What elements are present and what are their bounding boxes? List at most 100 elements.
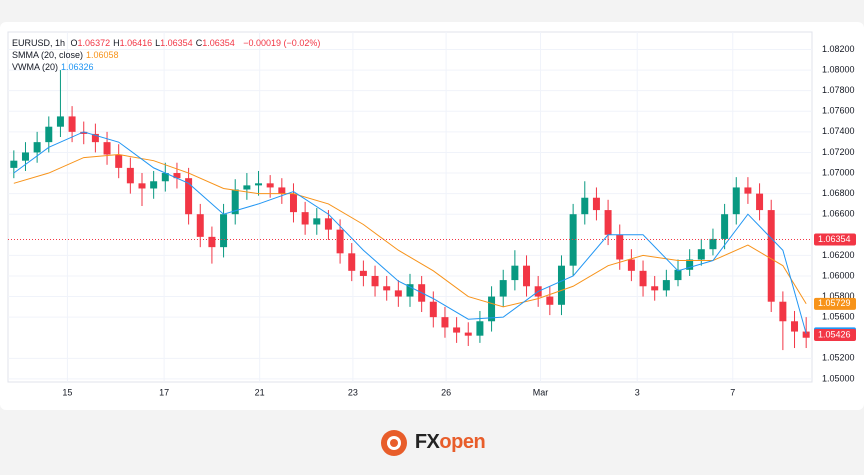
y-tick-label: 1.05600	[822, 312, 855, 322]
candle-body	[546, 296, 554, 305]
candle-body	[616, 234, 624, 260]
price-label-box	[814, 297, 856, 310]
y-tick-label: 1.07200	[822, 147, 855, 157]
x-tick-label: 26	[441, 387, 451, 397]
candle-body	[511, 265, 519, 281]
logo: FXopen	[414, 431, 486, 454]
x-tick-label: 3	[635, 387, 640, 397]
candle-body	[523, 265, 531, 287]
x-tick-label: Mar	[533, 387, 549, 397]
y-tick-label: 1.08200	[822, 44, 855, 54]
symbol-row: EURUSD, 1h O1.06372 H1.06416 L1.06354 C1.06…	[12, 37, 323, 49]
y-tick-label: 1.08000	[822, 64, 855, 74]
candle-body	[80, 131, 88, 134]
candle-body	[301, 212, 309, 225]
price-label: 1.05426	[818, 329, 851, 339]
candle-body	[56, 116, 64, 127]
candle-body	[721, 214, 729, 239]
ohlc-value: 1.06416	[119, 38, 153, 48]
candle-body	[45, 126, 53, 143]
candle-body	[255, 183, 263, 186]
candle-body	[231, 189, 239, 215]
candle-body	[756, 193, 764, 211]
candle-body	[185, 178, 193, 215]
y-tick-label: 1.06800	[822, 188, 855, 198]
y-tick-label: 1.05200	[822, 353, 855, 363]
candle-body	[639, 270, 647, 287]
ohlc: O1.06372 H1.06416 L1.06354 C1.06354	[71, 38, 238, 48]
candle-body	[243, 185, 251, 190]
candle-body	[138, 183, 146, 189]
y-tick-label: 1.07600	[822, 106, 855, 116]
candle-body	[359, 270, 367, 276]
candle-body	[406, 284, 414, 297]
candle-body	[686, 259, 694, 270]
change: −0.00019 (−0.02%)	[243, 38, 321, 48]
indicator-value: 1.06058	[86, 50, 119, 60]
candle-body	[126, 167, 134, 184]
y-tick-label: 1.06600	[822, 209, 855, 219]
candle-body	[21, 152, 29, 161]
candle-body	[91, 133, 99, 143]
candle-body	[744, 187, 752, 194]
logo-open: open	[439, 431, 486, 453]
candle-body	[173, 173, 181, 179]
candle-body	[196, 214, 204, 237]
x-tick-label: 15	[62, 387, 72, 397]
candle-body	[674, 269, 682, 281]
candle-body	[488, 296, 496, 322]
y-tick-label: 1.07400	[822, 126, 855, 136]
x-tick-label: 17	[159, 387, 169, 397]
candle-body	[266, 183, 274, 188]
footer: FXopen	[0, 410, 864, 475]
candle-body	[581, 197, 589, 215]
price-label-box	[814, 329, 856, 342]
candle-body	[569, 214, 577, 266]
candle-body	[371, 275, 379, 287]
x-tick-label: 23	[348, 387, 358, 397]
candle-body	[453, 327, 461, 333]
candle-body	[324, 218, 332, 230]
candle-body	[499, 280, 507, 297]
candle-body	[476, 321, 484, 336]
ohlc-value: 1.06354	[202, 38, 235, 48]
candle-body	[464, 332, 472, 336]
candle-body	[313, 218, 321, 225]
logo-fx: FX	[414, 431, 440, 453]
candle-body	[767, 210, 775, 302]
candle-body	[732, 187, 740, 215]
logo-icon	[380, 429, 407, 456]
ohlc-value: 1.06372	[77, 38, 111, 48]
candle-body	[651, 286, 659, 291]
candle-body	[220, 214, 228, 248]
indicator-row: VWMA (20) 1.06326	[12, 61, 323, 73]
symbol: EURUSD, 1h	[12, 38, 66, 48]
y-tick-label: 1.06000	[822, 270, 855, 280]
x-tick-label: 7	[730, 387, 735, 397]
ohlc-key: O	[70, 38, 78, 48]
legend: EURUSD, 1h O1.06372 H1.06416 L1.06354 C1.06…	[12, 37, 323, 73]
indicator-line	[13, 153, 807, 308]
candle-body	[441, 317, 449, 328]
candle-body	[161, 173, 169, 182]
candle-body	[662, 280, 670, 291]
candle-body	[394, 290, 402, 297]
candle-body	[557, 265, 565, 305]
candle-body	[348, 253, 356, 271]
indicator-value: 1.06326	[61, 62, 94, 72]
candle-body	[289, 193, 297, 213]
candle-body	[383, 286, 391, 291]
chart: 1.08200 1.08000 1.07800 1.07600 1.07400 1.072…	[7, 31, 856, 397]
plot-frame	[7, 31, 813, 383]
candle-body	[278, 187, 286, 194]
candle-body	[709, 238, 717, 250]
candle-body	[697, 249, 705, 260]
candle-body	[208, 236, 216, 248]
indicator-line	[13, 131, 807, 334]
y-tick-label: 1.07000	[822, 167, 855, 177]
ohlc-key: L	[155, 38, 161, 48]
candle-body	[150, 181, 158, 189]
candle-body	[592, 197, 600, 211]
candle-body	[429, 301, 437, 318]
